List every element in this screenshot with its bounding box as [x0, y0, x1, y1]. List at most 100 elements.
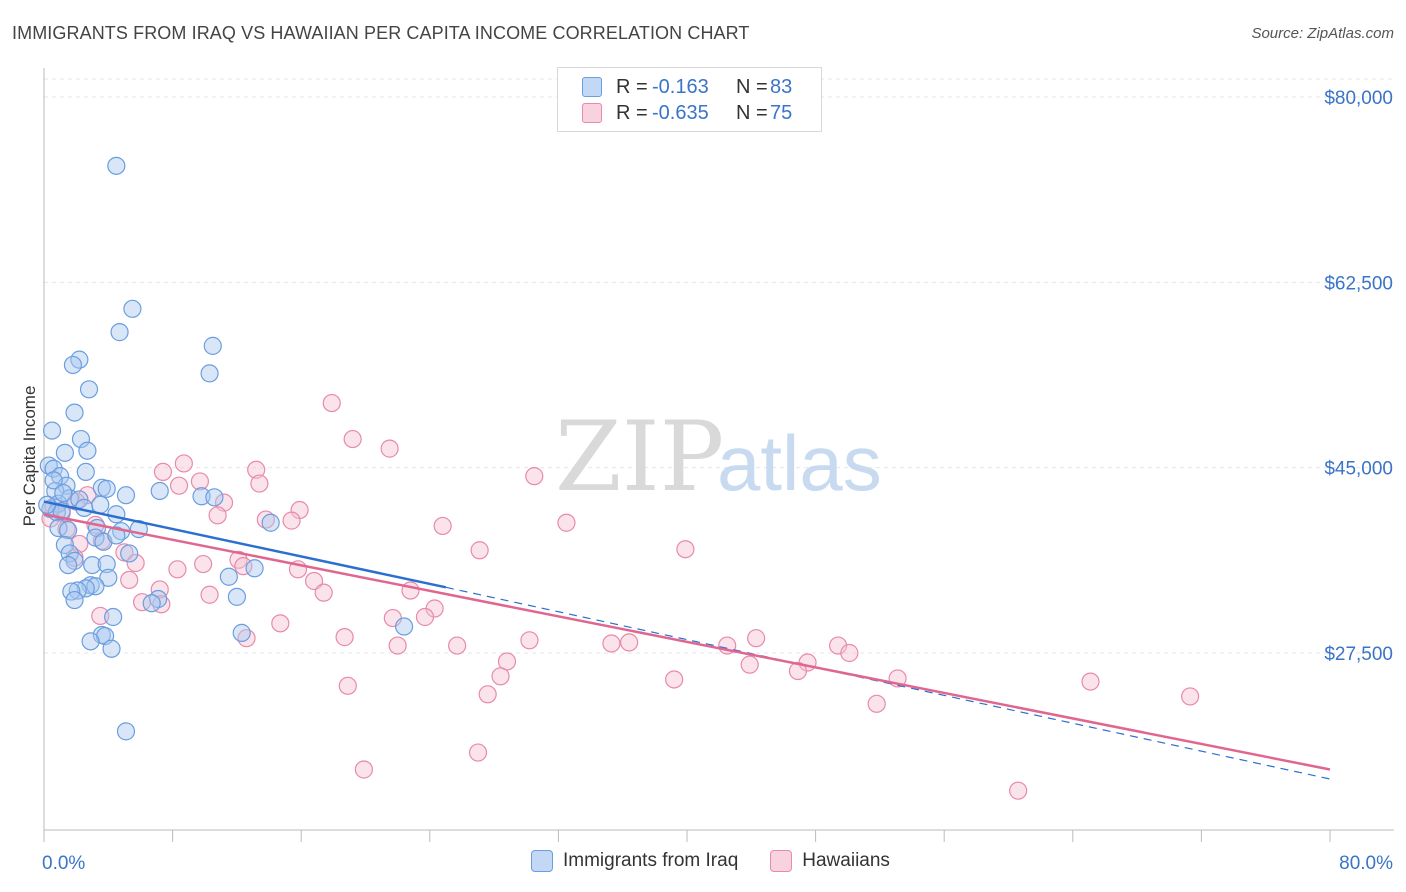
x-tick-label-min: 0.0%: [42, 853, 85, 874]
hawaiians-point: [153, 462, 173, 482]
hawaiians-point: [1181, 687, 1200, 706]
hawaiians-point: [433, 516, 452, 536]
watermark-atlas: atlas: [717, 419, 882, 507]
iraq-point: [68, 581, 87, 600]
hawaiians-point: [448, 636, 467, 655]
iraq-point: [123, 299, 142, 318]
hawaiians-point: [354, 760, 373, 779]
series-iraq-points: [38, 156, 414, 741]
iraq-point: [76, 462, 95, 482]
hawaiians-point: [1009, 781, 1028, 800]
iraq-point: [59, 521, 78, 540]
hawaiians-point: [271, 614, 290, 633]
hawaiians-point: [234, 557, 253, 576]
hawaiians-point: [174, 454, 193, 473]
iraq-point: [97, 554, 116, 574]
iraq-point: [59, 555, 78, 575]
watermark-zip: ZIP: [555, 401, 724, 513]
legend-item-iraq[interactable]: Immigrants from Iraq: [531, 850, 738, 872]
y-axis-label: Per Capita Income: [20, 386, 39, 527]
iraq-point: [200, 364, 219, 383]
iraq-point: [79, 380, 99, 399]
hawaiians-point: [208, 506, 227, 525]
iraq-point: [116, 486, 136, 505]
iraq-point: [81, 632, 100, 651]
legend-item-hawaiians[interactable]: Hawaiians: [770, 850, 890, 872]
hawaiians-point: [256, 510, 275, 529]
iraq-point: [192, 487, 211, 506]
iraq-point: [65, 590, 84, 610]
legend-r-label: R =: [616, 75, 648, 98]
iraq-point: [120, 544, 139, 563]
hawaiians-point: [314, 583, 333, 602]
trend-lines: [43, 500, 1331, 780]
chart-title: IMMIGRANTS FROM IRAQ VS HAWAIIAN PER CAP…: [12, 23, 750, 43]
hawaiians-point: [194, 554, 213, 574]
hawaiians-point: [676, 540, 695, 559]
hawaiians-point: [250, 474, 269, 493]
hawaiians-point: [91, 606, 110, 626]
iraq-point: [394, 617, 414, 636]
hawaiians-point: [747, 629, 766, 648]
iraq-point: [44, 471, 63, 490]
hawaiians-point: [120, 570, 139, 590]
legend-swatch-iraq: [531, 850, 553, 872]
legend-label-iraq: Immigrants from Iraq: [563, 850, 739, 871]
hawaiians-point: [126, 553, 145, 573]
hawaiians-point: [602, 634, 621, 653]
iraq-point: [232, 623, 251, 642]
correlation-legend: R = -0.163 N = 83 R = -0.635 N = 75: [557, 67, 822, 132]
iraq-point: [245, 559, 264, 578]
hawaiians-point: [150, 580, 169, 599]
legend-swatch-hawaiians: [770, 850, 793, 872]
hawaiians-point: [525, 467, 544, 486]
hawaiians-point: [665, 670, 684, 689]
iraq-point: [107, 505, 126, 524]
hawaiians-point: [415, 607, 435, 627]
hawaiians-point: [491, 667, 510, 686]
iraq-point: [142, 594, 161, 613]
hawaiians-point: [867, 694, 886, 713]
hawaiians-point: [840, 643, 859, 663]
legend-label-hawaiians: Hawaiians: [802, 850, 890, 871]
source-label: Source: ZipAtlas.com: [1251, 25, 1394, 42]
tick-labels: $27,500 $45,000 $62,500 $80,000 0.0% 80.0%: [42, 88, 1393, 874]
hawaiians-point: [200, 585, 219, 604]
y-tick-label: $27,500: [1324, 644, 1393, 665]
hawaiians-point: [478, 685, 497, 704]
watermark: ZIP atlas: [555, 401, 882, 513]
iraq-point: [97, 479, 116, 498]
legend-n-label: N =: [736, 75, 768, 98]
iraq-trend-line: [43, 500, 447, 589]
y-tick-label: $62,500: [1324, 273, 1393, 294]
axes: [43, 68, 1394, 842]
hawaiians-trend-line: [43, 513, 1331, 771]
legend-n-value: 75: [770, 101, 793, 124]
legend-swatch-iraq: [582, 77, 602, 97]
iraq-point: [55, 443, 74, 462]
iraq-point: [150, 481, 169, 501]
iraq-point: [65, 403, 84, 422]
iraq-point: [116, 722, 136, 741]
iraq-point: [107, 156, 126, 175]
hawaiians-point: [335, 628, 354, 647]
legend-n-label: N =: [736, 101, 768, 124]
legend-r-value: -0.163: [652, 75, 709, 98]
y-tick-label: $45,000: [1324, 459, 1393, 480]
hawaiians-point: [788, 661, 808, 681]
hawaiians-point: [380, 439, 399, 458]
hawaiians-point: [338, 676, 357, 695]
hawaiians-point: [620, 633, 639, 652]
iraq-point: [83, 555, 102, 575]
iraq-point: [63, 355, 83, 375]
iraq-point: [219, 567, 238, 586]
hawaiians-point: [740, 655, 759, 674]
iraq-point: [99, 568, 118, 587]
iraq-point: [91, 495, 110, 514]
series-legend: Immigrants from Iraq Hawaiians: [531, 850, 922, 872]
hawaiians-point: [190, 472, 210, 491]
iraq-trend-extension: [445, 586, 1331, 780]
iraq-point: [42, 421, 62, 440]
legend-row-hawaiians: R = -0.635 N = 75: [582, 101, 792, 125]
